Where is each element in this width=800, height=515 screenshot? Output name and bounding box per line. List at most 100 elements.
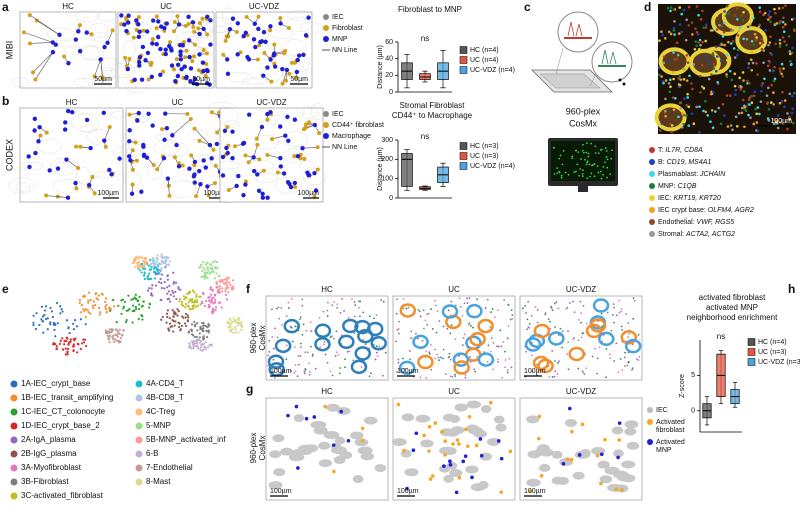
if-cell bbox=[762, 14, 765, 17]
spot bbox=[501, 377, 503, 379]
mnp-dot bbox=[74, 37, 78, 41]
image-title: HC bbox=[62, 2, 74, 11]
umap-cell bbox=[187, 314, 189, 316]
legend-dot bbox=[136, 409, 143, 416]
monitor-cell bbox=[558, 158, 560, 160]
umap-cell bbox=[147, 275, 149, 277]
monitor-cell bbox=[586, 142, 588, 144]
umap-cell bbox=[117, 305, 119, 307]
umap-cell bbox=[67, 327, 69, 329]
mnp-dot bbox=[255, 172, 259, 176]
umap-cell bbox=[200, 264, 202, 266]
spot bbox=[295, 364, 297, 366]
if-cell bbox=[730, 124, 733, 127]
spot bbox=[610, 330, 612, 332]
spot bbox=[445, 373, 447, 375]
spot bbox=[428, 313, 430, 315]
spot bbox=[459, 297, 461, 299]
umap-cell bbox=[45, 318, 47, 320]
umap-cell bbox=[113, 341, 115, 343]
if-cell bbox=[748, 62, 751, 65]
mnp-dot bbox=[300, 146, 304, 150]
spot bbox=[507, 369, 509, 371]
monitor-cell bbox=[586, 163, 588, 165]
legend-label: MNP bbox=[656, 447, 672, 454]
legend-prefix: B: bbox=[658, 159, 667, 166]
spot bbox=[449, 353, 451, 355]
mnp-dot bbox=[137, 29, 141, 33]
scale-bar-label: 50µm bbox=[94, 76, 112, 83]
fibroblast-dot bbox=[221, 53, 225, 57]
mnp-dot bbox=[170, 133, 174, 137]
activated-mnp bbox=[480, 454, 484, 458]
if-cell bbox=[735, 89, 738, 92]
activated-fibroblast bbox=[451, 442, 455, 446]
if-cell bbox=[681, 126, 684, 129]
umap-cell bbox=[62, 349, 64, 351]
mnp-dot bbox=[215, 142, 219, 146]
iec-blob bbox=[624, 428, 636, 436]
umap-cell bbox=[70, 338, 72, 340]
if-cell bbox=[669, 122, 672, 125]
fibroblast-dot bbox=[205, 32, 209, 36]
monitor-cell bbox=[605, 147, 607, 149]
if-cell bbox=[767, 44, 770, 47]
spot bbox=[582, 370, 584, 372]
if-cell bbox=[735, 116, 738, 119]
if-cell bbox=[738, 112, 741, 115]
if-cell bbox=[742, 11, 745, 14]
mnp-dot bbox=[205, 184, 209, 188]
mnp-dot bbox=[159, 24, 163, 28]
legend-dot bbox=[11, 465, 18, 472]
fibroblast-dot bbox=[276, 171, 280, 175]
umap-cell bbox=[197, 304, 199, 306]
mnp-dot bbox=[126, 20, 130, 24]
umap-cell bbox=[205, 272, 207, 274]
umap-cell bbox=[194, 300, 196, 302]
legend-prefix: T: bbox=[658, 147, 665, 154]
activated-fibroblast bbox=[402, 449, 406, 453]
spot bbox=[339, 367, 341, 369]
umap-cell bbox=[193, 291, 195, 293]
mnp-dot bbox=[253, 45, 257, 49]
scale-bar-label: 100µm bbox=[397, 488, 419, 495]
if-cell bbox=[695, 106, 698, 109]
umap-cell bbox=[196, 301, 198, 303]
legend-label: 5B-MNP_activated_inf bbox=[146, 435, 226, 444]
umap-cell bbox=[226, 276, 228, 278]
if-cell bbox=[774, 43, 777, 46]
spot bbox=[435, 305, 437, 307]
spot bbox=[304, 368, 306, 370]
if-cell bbox=[691, 112, 694, 115]
monitor-cell bbox=[583, 152, 585, 154]
spot bbox=[561, 347, 563, 349]
umap-cell bbox=[79, 299, 81, 301]
spot bbox=[377, 355, 379, 357]
umap-cell bbox=[104, 301, 106, 303]
if-cell bbox=[738, 77, 741, 80]
spot bbox=[636, 358, 638, 360]
umap-cell bbox=[120, 313, 122, 315]
legend-dot bbox=[649, 183, 655, 189]
if-cell bbox=[677, 54, 680, 57]
umap-cell bbox=[59, 312, 61, 314]
if-cell bbox=[772, 103, 775, 106]
monitor-cell bbox=[575, 170, 577, 172]
mnp-dot bbox=[170, 63, 174, 67]
spot bbox=[638, 359, 640, 361]
spot bbox=[337, 354, 339, 356]
row-label: CODEX bbox=[4, 139, 14, 171]
legend-dot bbox=[11, 451, 18, 458]
mnp-dot bbox=[143, 58, 147, 62]
spot bbox=[473, 368, 475, 370]
y-tick-label: 60 bbox=[385, 39, 393, 46]
fibroblast-dot bbox=[192, 54, 196, 58]
umap-cell bbox=[144, 278, 146, 280]
activated-mnp bbox=[448, 459, 452, 463]
spot bbox=[554, 303, 556, 305]
legend-swatch bbox=[460, 143, 467, 150]
spot bbox=[410, 330, 412, 332]
umap-cell bbox=[168, 330, 170, 332]
spot bbox=[408, 307, 410, 309]
umap-cell bbox=[191, 299, 193, 301]
